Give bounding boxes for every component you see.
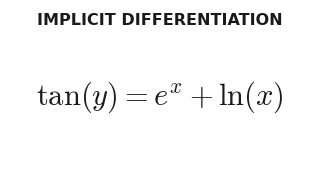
Text: IMPLICIT DIFFERENTIATION: IMPLICIT DIFFERENTIATION: [37, 13, 283, 28]
Text: $\tan(y) = e^{x} + \ln(x)$: $\tan(y) = e^{x} + \ln(x)$: [36, 79, 284, 115]
